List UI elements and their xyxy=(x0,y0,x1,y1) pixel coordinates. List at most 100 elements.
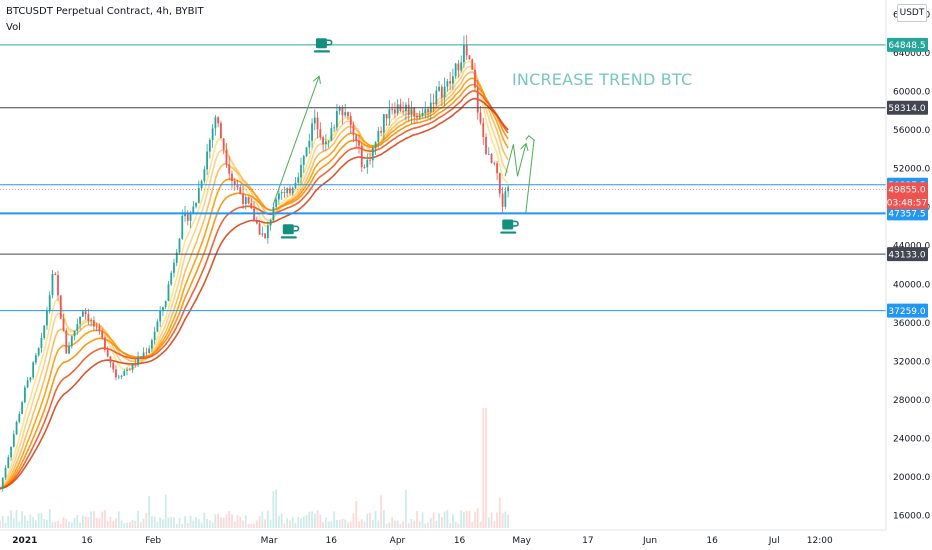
candle-body xyxy=(101,331,104,338)
volume-bar xyxy=(54,521,57,528)
volume-bar xyxy=(382,510,385,528)
candle-body xyxy=(269,220,272,226)
volume-bar xyxy=(498,497,501,528)
candle-body xyxy=(476,87,479,113)
candle-body xyxy=(377,130,380,142)
volume-bar xyxy=(432,512,435,528)
volume-bar xyxy=(327,521,330,528)
candle-body xyxy=(324,141,327,145)
volume-bar xyxy=(225,514,228,528)
volume-bar xyxy=(101,511,104,528)
volume-bar xyxy=(148,495,151,528)
volume-bar xyxy=(454,521,457,528)
candle-body xyxy=(266,225,269,239)
volume-bar xyxy=(222,517,225,528)
volume-bar xyxy=(410,519,413,528)
volume-bar xyxy=(352,513,355,528)
time-tick: May xyxy=(512,536,531,546)
candle-body xyxy=(393,109,396,114)
candle-body xyxy=(43,325,46,338)
currency-selector[interactable]: USDT xyxy=(897,4,927,22)
candle-body xyxy=(178,238,181,253)
candle-body xyxy=(487,153,490,155)
price-tick: 40000.0 xyxy=(893,280,930,290)
candle-body xyxy=(189,213,192,221)
volume-bar xyxy=(98,518,101,528)
level-label-box xyxy=(887,303,928,318)
volume-bar xyxy=(457,523,460,528)
volume-bar xyxy=(7,516,10,528)
price-tick: 36000.0 xyxy=(893,319,930,329)
candle-body xyxy=(363,167,366,168)
candle-body xyxy=(164,300,167,308)
candle-body xyxy=(438,86,440,91)
level-label: 47357.5 xyxy=(888,210,925,220)
volume-bar xyxy=(217,513,220,528)
coffee-cup-icon xyxy=(500,219,519,234)
volume-bar xyxy=(311,511,313,528)
candle-body xyxy=(289,188,291,194)
volume-bar xyxy=(34,520,37,528)
volume-bar xyxy=(275,489,278,528)
volume-bar xyxy=(104,510,106,528)
candle-body xyxy=(421,113,424,116)
candle-body xyxy=(336,111,338,128)
volume-bar xyxy=(302,516,305,528)
ema-line xyxy=(0,60,509,490)
candle-body xyxy=(463,45,465,63)
volume-bar xyxy=(355,501,358,528)
candle-body xyxy=(220,123,222,139)
time-tick: 16 xyxy=(325,536,337,546)
horizontal-levels xyxy=(0,44,886,312)
candle-body xyxy=(457,63,460,71)
volume-bar xyxy=(319,514,322,528)
time-axis: 2021 16 Feb Mar 16 Apr 16 May 17 Jun 16 Jul 12:00 xyxy=(12,536,833,546)
volume-bar xyxy=(68,521,70,528)
volume-bar xyxy=(15,510,18,528)
volume-bar xyxy=(407,523,410,528)
target-arrow-shaft xyxy=(525,139,535,214)
candle-body xyxy=(330,128,333,141)
candle-body xyxy=(79,316,81,325)
candle-body xyxy=(48,295,51,311)
candle-body xyxy=(311,123,313,141)
candle-body xyxy=(37,348,40,356)
candle-body xyxy=(217,117,220,124)
volume-bar xyxy=(178,517,181,528)
volume-bar xyxy=(173,517,175,528)
volume-bar xyxy=(413,520,416,528)
volume-bar xyxy=(493,521,496,528)
volume-bar xyxy=(134,520,137,528)
volume-bar xyxy=(250,523,253,528)
volume-bar xyxy=(228,510,231,528)
candle-body xyxy=(446,81,449,87)
volume-bar xyxy=(46,520,48,528)
candle-body xyxy=(70,336,73,347)
candle-body xyxy=(427,109,429,113)
candle-body xyxy=(382,114,385,133)
volume-bar xyxy=(153,516,156,528)
volume-bar xyxy=(57,520,59,528)
volume-bar xyxy=(203,512,206,528)
time-tick: 2021 xyxy=(12,536,37,546)
volume-bar xyxy=(253,523,255,528)
candle-body xyxy=(59,295,62,319)
volume-bar xyxy=(289,520,291,528)
candle-body xyxy=(120,375,123,377)
volume-indicator-label[interactable]: Vol xyxy=(6,22,21,33)
candle-body xyxy=(493,162,496,164)
volume-bar xyxy=(266,510,269,528)
volume-bar xyxy=(208,520,211,528)
volume-bar xyxy=(62,517,65,528)
candle-body xyxy=(280,192,283,194)
candle-body xyxy=(380,130,382,133)
volume-bar xyxy=(128,522,131,528)
candle-body xyxy=(244,197,247,204)
candle-body xyxy=(0,488,1,490)
candle-body xyxy=(123,370,126,376)
candle-body xyxy=(410,107,413,115)
volume-bar xyxy=(150,516,153,528)
candle-body xyxy=(81,311,84,317)
volume-bar xyxy=(258,516,261,528)
